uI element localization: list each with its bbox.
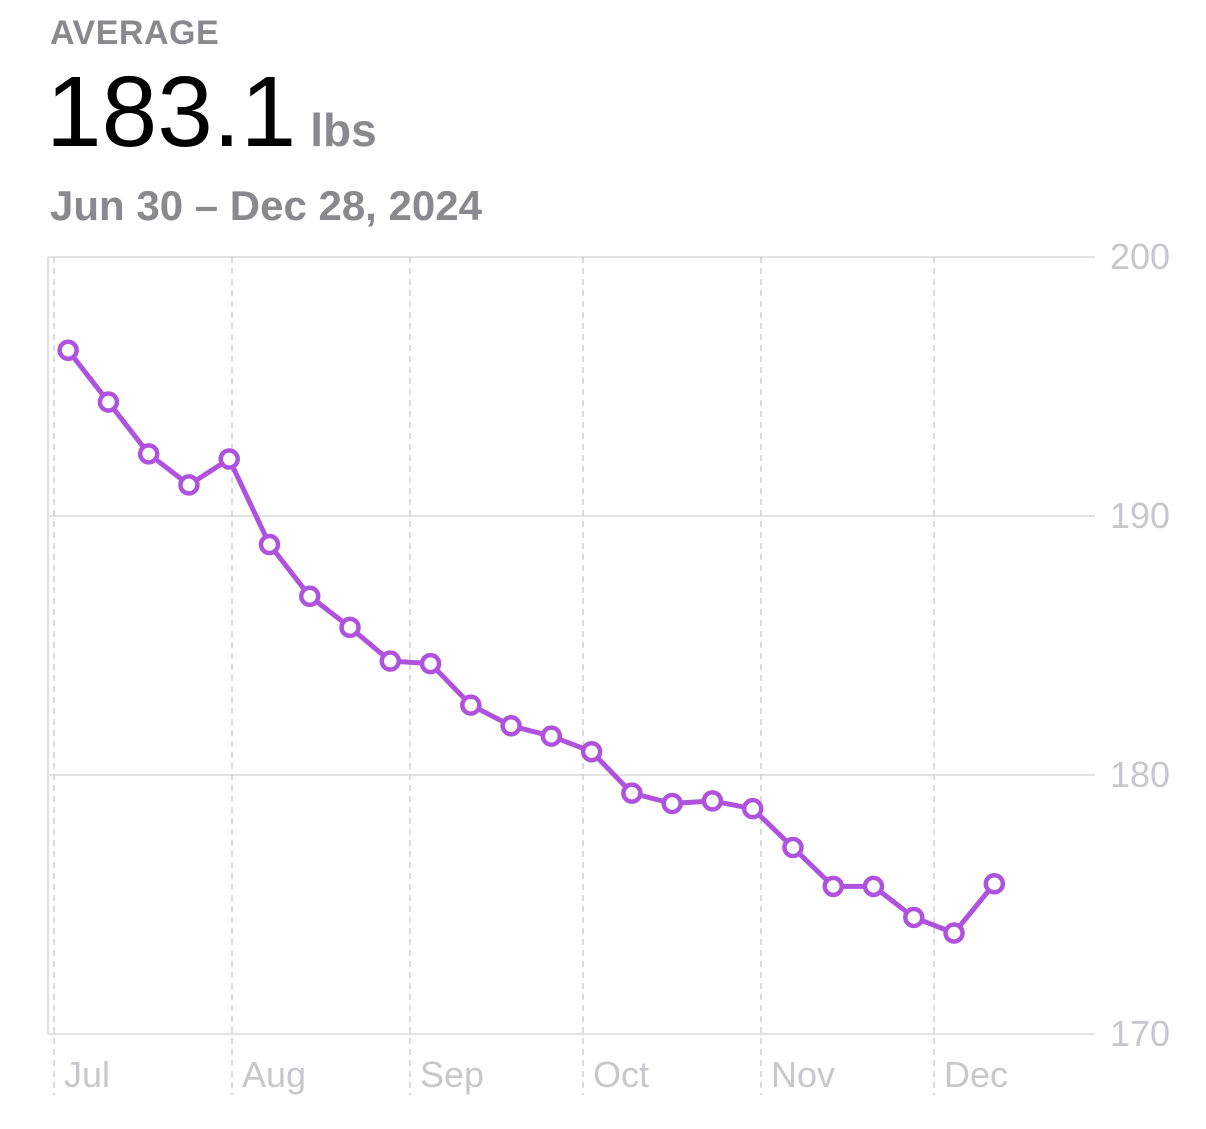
- x-tick-label: Dec: [944, 1054, 1008, 1095]
- data-point: [57, 339, 79, 361]
- data-point: [460, 694, 482, 716]
- data-point: [862, 875, 885, 898]
- average-value: 183.1: [46, 56, 297, 168]
- y-tick-label: 200: [1110, 236, 1170, 277]
- data-point: [419, 652, 442, 675]
- data-point: [903, 906, 925, 929]
- data-point: [137, 443, 160, 465]
- data-point: [822, 875, 844, 898]
- data-point: [741, 797, 764, 820]
- unit-label: lbs: [310, 104, 377, 156]
- data-point: [97, 391, 120, 413]
- data-point: [701, 790, 724, 812]
- series-line: [66, 348, 997, 936]
- x-tick-label: Nov: [771, 1054, 835, 1095]
- data-point: [339, 616, 361, 639]
- data-point: [379, 650, 402, 672]
- date-range: Jun 30 – Dec 28, 2024: [50, 182, 482, 229]
- data-point: [580, 740, 603, 763]
- average-value-row: 183.1 lbs: [46, 62, 377, 180]
- y-tick-label: 170: [1110, 1013, 1170, 1054]
- y-tick-label: 190: [1110, 495, 1170, 536]
- data-point: [782, 836, 804, 859]
- data-point: [983, 873, 1006, 895]
- x-tick-label: Jul: [64, 1054, 110, 1095]
- data-point: [299, 585, 321, 608]
- x-tick-label: Aug: [242, 1054, 306, 1095]
- y-tick-label: 180: [1110, 754, 1170, 795]
- data-point: [540, 725, 563, 747]
- data-point: [178, 474, 200, 496]
- data-point: [258, 533, 281, 556]
- x-tick-label: Sep: [420, 1054, 484, 1095]
- data-point: [500, 715, 522, 737]
- data-point: [621, 782, 643, 804]
- x-tick-label: Oct: [593, 1054, 649, 1095]
- data-point: [661, 792, 683, 815]
- summary-label: AVERAGE: [50, 14, 220, 52]
- data-point: [218, 448, 240, 470]
- data-point: [943, 922, 965, 944]
